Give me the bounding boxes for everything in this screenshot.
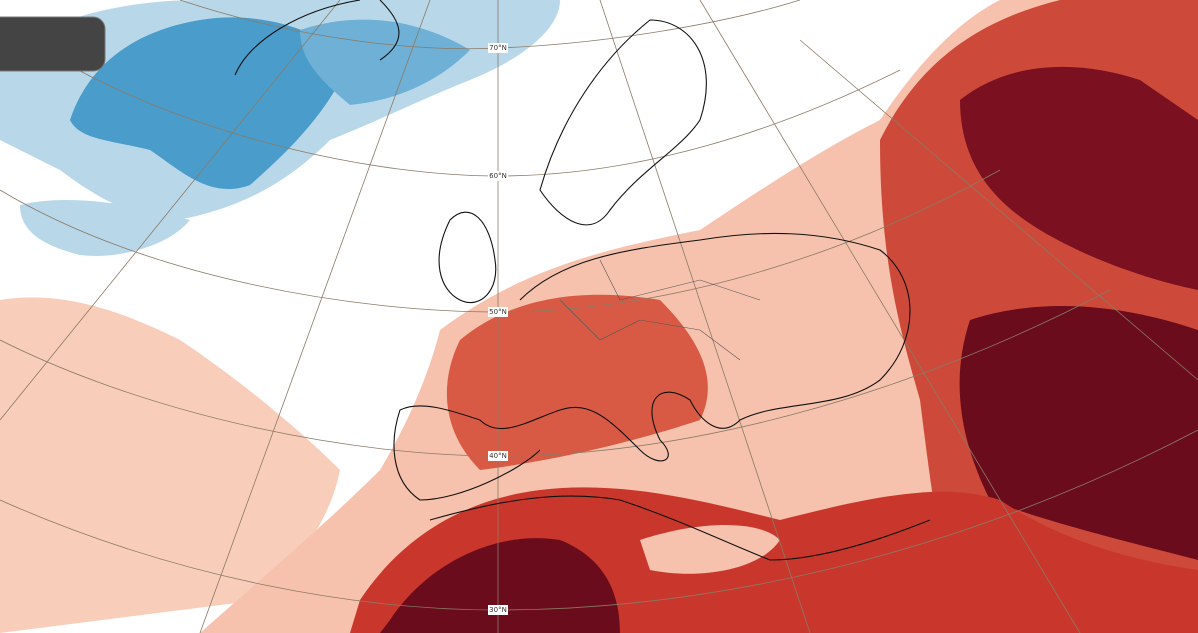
longitude-line	[699, 0, 1081, 633]
country-border	[559, 259, 761, 361]
overlay-button[interactable]	[0, 16, 106, 72]
coastline	[438, 211, 497, 304]
latitude-label: 50°N	[489, 308, 507, 316]
label-box	[488, 171, 508, 181]
latitude-label: 70°N	[489, 44, 507, 52]
coastline	[539, 19, 707, 226]
coastline	[234, 0, 400, 76]
cold-area	[300, 19, 470, 105]
longitude-line	[199, 0, 431, 633]
warm-area	[640, 525, 780, 574]
longitude-line	[0, 0, 341, 421]
longitude-line	[799, 39, 1198, 381]
latitude-label: 40°N	[489, 452, 507, 460]
latitude-label: 60°N	[489, 172, 507, 180]
warm-area	[0, 297, 340, 633]
very-hot-area	[960, 66, 1198, 290]
latitude-line	[0, 429, 1198, 611]
cool-area	[20, 200, 190, 256]
coastline	[393, 232, 911, 501]
latitude-line	[0, 289, 1111, 457]
label-box	[488, 307, 508, 317]
very-hot-area	[380, 538, 620, 633]
coastline	[429, 495, 931, 561]
latitude-labels: 70°N 60°N 50°N 40°N 30°N	[488, 43, 508, 615]
label-box	[488, 605, 508, 615]
hot-area	[446, 294, 708, 470]
label-box	[488, 43, 508, 53]
longitude-line	[599, 0, 811, 633]
very-hot-area	[959, 306, 1198, 560]
label-box	[488, 451, 508, 461]
latitude-label: 30°N	[489, 606, 507, 614]
